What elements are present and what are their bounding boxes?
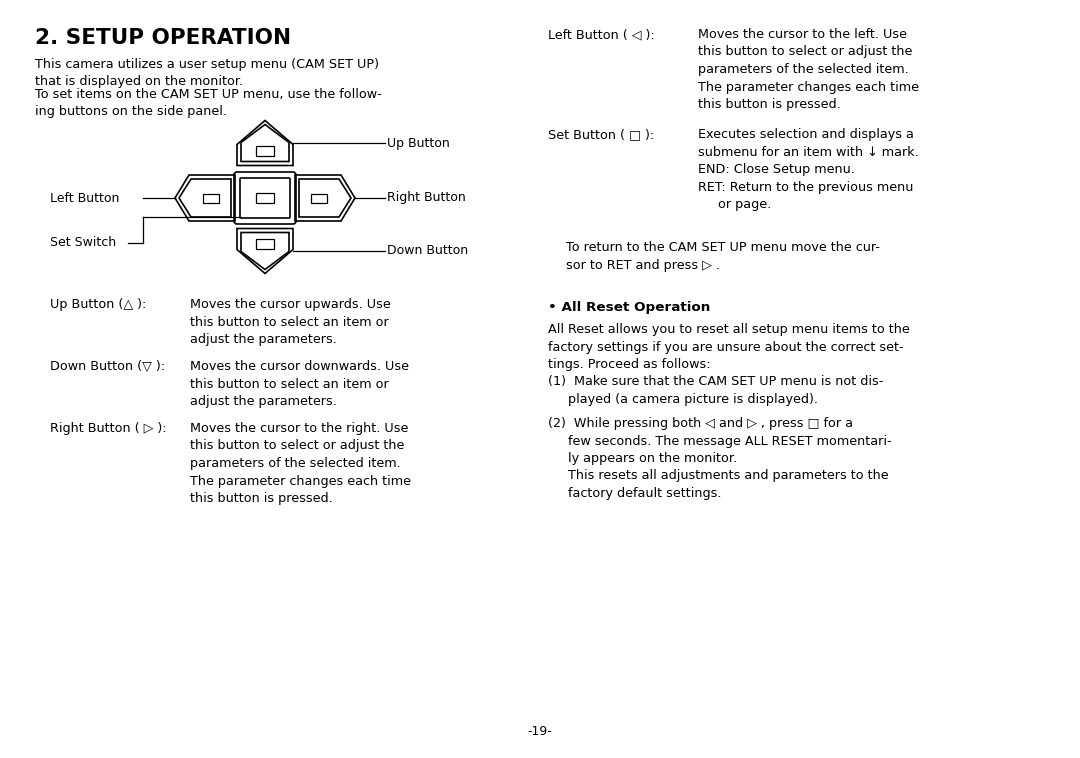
Text: All Reset allows you to reset all setup menu items to the
factory settings if yo: All Reset allows you to reset all setup … bbox=[548, 323, 909, 371]
Text: This camera utilizes a user setup menu (CAM SET UP)
that is displayed on the mon: This camera utilizes a user setup menu (… bbox=[35, 58, 379, 89]
Text: Moves the cursor downwards. Use
this button to select an item or
adjust the para: Moves the cursor downwards. Use this but… bbox=[190, 360, 409, 408]
Text: Up Button: Up Button bbox=[387, 136, 449, 149]
Text: (2)  While pressing both ◁ and ▷ , press □ for a
     few seconds. The message A: (2) While pressing both ◁ and ▷ , press … bbox=[548, 417, 892, 500]
Text: To return to the CAM SET UP menu move the cur-
sor to RET and press ▷ .: To return to the CAM SET UP menu move th… bbox=[566, 241, 880, 271]
Text: (1)  Make sure that the CAM SET UP menu is not dis-
     played (a camera pictur: (1) Make sure that the CAM SET UP menu i… bbox=[548, 375, 883, 406]
Text: Left Button: Left Button bbox=[50, 192, 120, 205]
Text: Set Switch: Set Switch bbox=[50, 236, 117, 249]
Text: Moves the cursor to the right. Use
this button to select or adjust the
parameter: Moves the cursor to the right. Use this … bbox=[190, 422, 411, 505]
Text: Left Button ( ◁ ):: Left Button ( ◁ ): bbox=[548, 28, 654, 41]
Text: Set Button ( □ ):: Set Button ( □ ): bbox=[548, 128, 654, 141]
Text: Down Button: Down Button bbox=[387, 245, 468, 258]
Text: Down Button (▽ ):: Down Button (▽ ): bbox=[50, 360, 165, 373]
Text: Right Button ( ▷ ):: Right Button ( ▷ ): bbox=[50, 422, 166, 435]
Text: • All Reset Operation: • All Reset Operation bbox=[548, 301, 711, 314]
Text: Executes selection and displays a
submenu for an item with ↓ mark.
END: Close Se: Executes selection and displays a submen… bbox=[698, 128, 919, 211]
Text: To set items on the CAM SET UP menu, use the follow-
ing buttons on the side pan: To set items on the CAM SET UP menu, use… bbox=[35, 88, 381, 118]
Text: Up Button (△ ):: Up Button (△ ): bbox=[50, 298, 147, 311]
Text: -19-: -19- bbox=[528, 725, 552, 738]
Text: Moves the cursor upwards. Use
this button to select an item or
adjust the parame: Moves the cursor upwards. Use this butto… bbox=[190, 298, 391, 346]
Text: Right Button: Right Button bbox=[387, 192, 465, 205]
Text: 2. SETUP OPERATION: 2. SETUP OPERATION bbox=[35, 28, 292, 48]
Text: Moves the cursor to the left. Use
this button to select or adjust the
parameters: Moves the cursor to the left. Use this b… bbox=[698, 28, 919, 111]
